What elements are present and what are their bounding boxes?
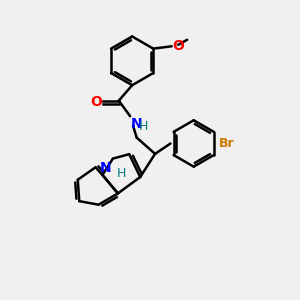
Text: H: H — [138, 120, 148, 133]
Text: Br: Br — [219, 137, 235, 150]
Text: O: O — [172, 39, 184, 53]
Text: O: O — [90, 95, 102, 109]
Text: N: N — [100, 161, 111, 175]
Text: N: N — [131, 117, 142, 131]
Text: H: H — [116, 167, 126, 180]
